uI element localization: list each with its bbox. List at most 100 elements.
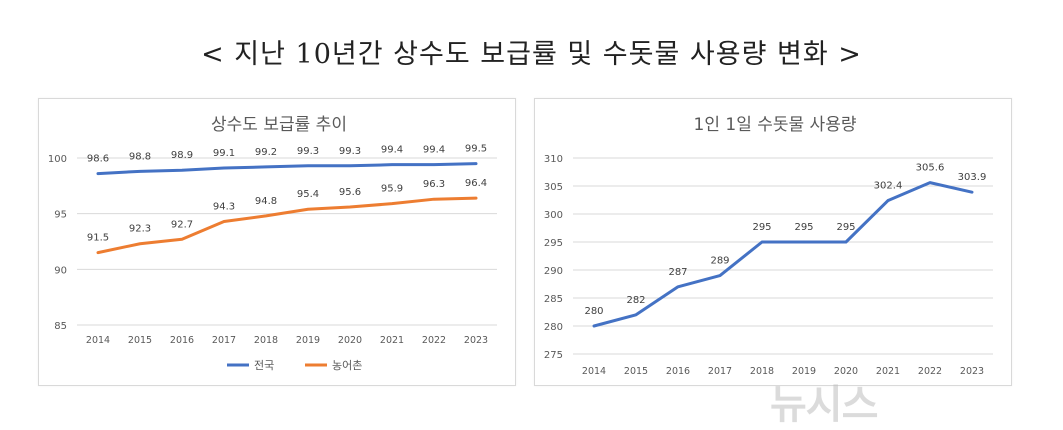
data-label: 98.6 xyxy=(87,154,109,165)
y-tick-label: 290 xyxy=(544,266,563,277)
data-point xyxy=(138,242,142,245)
data-label: 96.3 xyxy=(423,179,445,190)
data-label: 99.4 xyxy=(423,145,445,156)
data-label: 98.9 xyxy=(171,150,193,161)
data-point xyxy=(718,274,722,277)
x-tick-label: 2015 xyxy=(128,335,152,346)
x-tick-label: 2016 xyxy=(170,335,194,346)
data-label: 96.4 xyxy=(465,178,487,189)
data-label: 282 xyxy=(626,295,645,306)
x-tick-label: 2018 xyxy=(254,335,278,346)
data-label: 99.1 xyxy=(213,148,235,159)
data-label: 289 xyxy=(710,256,729,267)
data-label: 295 xyxy=(794,222,813,233)
data-point xyxy=(306,208,310,211)
chart-panel-water-supply-rate: 상수도 보급률 추이 85 90 95 100 2014 2015 2016 2017 2018 2… xyxy=(38,98,516,386)
data-label: 94.8 xyxy=(255,196,277,207)
chart-water-supply-rate: 상수도 보급률 추이 85 90 95 100 2014 2015 2016 2017 2018 2… xyxy=(48,115,497,372)
data-point xyxy=(432,163,436,166)
data-point xyxy=(886,199,890,202)
chart-title: 상수도 보급률 추이 xyxy=(211,115,347,135)
y-tick-label: 85 xyxy=(54,321,67,332)
x-tick-label: 2017 xyxy=(708,366,732,377)
data-point xyxy=(760,240,764,244)
data-point xyxy=(180,169,184,172)
watermark-logo: 뉴시스 xyxy=(770,382,878,428)
data-point xyxy=(634,313,638,316)
x-tick-label: 2022 xyxy=(918,366,942,377)
series-line-전국 xyxy=(96,162,478,176)
data-label: 287 xyxy=(668,267,687,278)
x-tick-label: 2019 xyxy=(296,335,320,346)
data-point xyxy=(592,324,596,328)
data-label: 302.4 xyxy=(874,181,903,192)
data-label: 295 xyxy=(836,222,855,233)
data-point xyxy=(676,285,680,288)
x-tick-label: 2019 xyxy=(792,366,816,377)
data-point xyxy=(390,163,394,166)
series-line-농어촌 xyxy=(96,196,478,255)
series-line-usage xyxy=(592,181,974,328)
data-label: 99.3 xyxy=(297,146,319,157)
data-label: 305.6 xyxy=(916,163,945,174)
y-tick-label: 275 xyxy=(544,350,563,361)
data-point xyxy=(970,190,974,194)
data-point xyxy=(474,196,478,200)
x-tick-label: 2023 xyxy=(960,366,984,377)
chart-panel-water-usage: 1인 1일 수돗물 사용량 275 280 285 290 295 300 305 310 201… xyxy=(534,98,1012,386)
data-point xyxy=(348,164,352,167)
data-point xyxy=(844,240,848,244)
data-label: 99.4 xyxy=(381,145,403,156)
data-label: 99.2 xyxy=(255,147,277,158)
data-label: 295 xyxy=(752,222,771,233)
data-point xyxy=(180,238,184,241)
data-label: 92.7 xyxy=(171,219,193,230)
y-tick-label: 100 xyxy=(48,154,67,165)
x-tick-label: 2017 xyxy=(212,335,236,346)
x-tick-label: 2015 xyxy=(624,366,648,377)
y-tick-label: 305 xyxy=(544,182,563,193)
data-point xyxy=(222,220,226,223)
data-label: 303.9 xyxy=(958,172,987,183)
data-point xyxy=(432,197,436,201)
data-point xyxy=(96,251,100,254)
chart-title: 1인 1일 수돗물 사용량 xyxy=(694,115,857,135)
data-point xyxy=(802,240,806,244)
data-label: 99.3 xyxy=(339,146,361,157)
data-label: 91.5 xyxy=(87,233,109,244)
data-label: 280 xyxy=(584,306,603,317)
chart-water-usage: 1인 1일 수돗물 사용량 275 280 285 290 295 300 305 310 201… xyxy=(544,115,993,377)
x-tick-label: 2020 xyxy=(834,366,858,377)
data-point xyxy=(222,166,226,170)
data-point xyxy=(928,181,932,184)
x-tick-label: 2020 xyxy=(338,335,362,346)
x-tick-label: 2016 xyxy=(666,366,690,377)
y-tick-label: 310 xyxy=(544,154,563,165)
data-point xyxy=(96,172,100,175)
data-label: 94.3 xyxy=(213,201,235,212)
y-tick-label: 300 xyxy=(544,210,563,221)
data-point xyxy=(348,205,352,209)
data-label: 95.4 xyxy=(297,189,319,200)
data-point xyxy=(264,214,268,218)
data-point xyxy=(138,170,142,173)
y-tick-label: 285 xyxy=(544,294,563,305)
legend-label: 농어촌 xyxy=(332,359,362,372)
data-point xyxy=(474,162,478,165)
x-tick-label: 2023 xyxy=(464,335,488,346)
data-label: 95.9 xyxy=(381,184,403,195)
data-point xyxy=(390,202,394,205)
x-tick-label: 2021 xyxy=(380,335,404,346)
x-tick-label: 2022 xyxy=(422,335,446,346)
legend-label: 전국 xyxy=(254,359,274,372)
x-tick-label: 2018 xyxy=(750,366,774,377)
data-label: 98.8 xyxy=(129,151,151,162)
y-tick-label: 95 xyxy=(54,210,67,221)
data-point xyxy=(264,165,268,169)
data-label: 99.5 xyxy=(465,144,487,155)
y-tick-label: 90 xyxy=(54,265,67,276)
x-tick-label: 2021 xyxy=(876,366,900,377)
data-point xyxy=(306,164,310,167)
data-label: 92.3 xyxy=(129,224,151,235)
y-tick-label: 295 xyxy=(544,238,563,249)
